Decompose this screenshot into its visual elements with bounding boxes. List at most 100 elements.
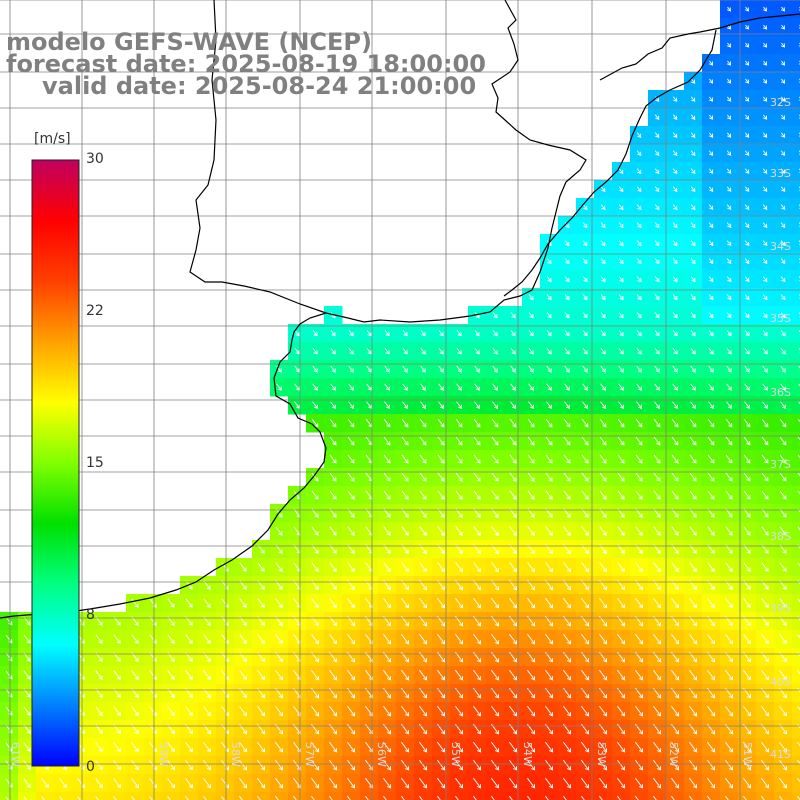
wind-arrow — [545, 526, 553, 537]
wind-arrow — [654, 258, 660, 265]
wind-arrow — [708, 329, 714, 337]
wind-arrow — [780, 60, 786, 66]
wind-arrow — [383, 777, 392, 789]
wind-arrow — [725, 598, 733, 609]
wind-arrow — [348, 383, 354, 391]
wind-arrow — [203, 634, 211, 644]
wind-arrow — [745, 114, 750, 120]
wind-arrow — [709, 114, 714, 120]
wind-arrow — [617, 795, 621, 800]
wind-arrow — [491, 490, 499, 500]
wind-arrow — [599, 418, 607, 428]
wind-arrow — [527, 741, 536, 753]
wind-arrow — [762, 383, 768, 391]
wind-arrow — [690, 401, 696, 409]
wind-arrow — [491, 472, 499, 482]
wind-arrow — [708, 258, 714, 265]
wind-arrow — [582, 222, 588, 229]
wind-arrow — [509, 741, 518, 753]
wind-arrow — [726, 60, 732, 66]
wind-arrow — [582, 329, 588, 337]
wind-arrow — [726, 401, 732, 409]
wind-arrow — [113, 670, 121, 680]
wind-arrow — [509, 472, 517, 482]
field-cell — [792, 54, 800, 73]
wind-arrow — [780, 240, 786, 247]
wind-arrow — [707, 741, 716, 753]
wind-arrow — [473, 562, 481, 573]
wind-arrow — [419, 472, 427, 482]
wind-arrow — [509, 705, 518, 717]
wind-arrow — [420, 347, 426, 355]
wind-arrow — [239, 795, 243, 800]
wind-arrow — [528, 365, 534, 373]
wind-arrow — [689, 436, 697, 446]
wind-arrow — [491, 741, 500, 753]
wind-arrow — [744, 276, 750, 283]
wind-arrow — [455, 741, 464, 753]
wind-arrow — [275, 526, 283, 536]
field-cell — [342, 792, 361, 800]
wind-arrow — [708, 168, 714, 174]
wind-arrow — [474, 365, 480, 373]
wind-arrow — [419, 526, 427, 536]
wind-arrow — [167, 706, 175, 717]
field-cell — [594, 792, 613, 800]
field-cell — [486, 792, 505, 800]
wind-arrow — [725, 418, 733, 428]
wind-arrow — [437, 436, 445, 446]
wind-arrow — [474, 401, 480, 409]
wind-arrow — [618, 258, 624, 265]
wind-arrow — [383, 669, 392, 681]
wind-arrow — [437, 705, 446, 717]
wind-arrow — [690, 78, 696, 84]
wind-arrow — [709, 96, 714, 102]
wind-arrow — [636, 347, 642, 355]
wind-arrow — [563, 562, 571, 573]
wind-arrow — [708, 347, 714, 355]
wind-arrow — [635, 472, 643, 482]
wind-arrow — [761, 759, 770, 771]
wind-arrow — [527, 759, 536, 771]
field-cell — [792, 306, 800, 325]
field-cell — [252, 792, 271, 800]
lon-label: 55W — [449, 742, 462, 767]
wind-arrow — [311, 795, 315, 800]
wind-arrow — [564, 312, 570, 319]
wind-arrow — [312, 401, 318, 409]
wind-arrow — [617, 777, 626, 789]
wind-arrow — [131, 670, 139, 680]
wind-arrow — [402, 347, 408, 355]
wind-arrow — [329, 526, 337, 536]
wind-arrow — [725, 526, 733, 536]
wind-arrow — [762, 186, 768, 192]
wind-arrow — [564, 222, 570, 229]
wind-arrow — [365, 777, 374, 789]
wind-arrow — [762, 347, 768, 355]
wind-arrow — [491, 436, 499, 446]
field-cell — [216, 792, 235, 800]
wind-arrow — [761, 706, 770, 717]
wind-arrow — [474, 329, 480, 337]
wind-arrow — [725, 741, 734, 753]
wind-arrow — [401, 490, 409, 500]
wind-arrow — [113, 706, 121, 717]
wind-arrow — [653, 705, 662, 717]
wind-arrow — [329, 454, 337, 464]
wind-arrow — [797, 454, 800, 459]
wind-arrow — [653, 436, 661, 446]
wind-arrow — [708, 383, 714, 391]
wind-arrow — [257, 795, 261, 800]
wind-arrow — [311, 777, 320, 789]
wind-arrow — [653, 795, 657, 800]
wind-arrow — [744, 347, 750, 355]
wind-arrow — [293, 759, 302, 771]
field-cell — [792, 594, 800, 613]
wind-arrow — [761, 418, 769, 428]
wind-arrow — [780, 329, 786, 337]
wind-arrow — [725, 436, 733, 446]
wind-arrow — [635, 526, 643, 536]
wind-arrow — [654, 401, 660, 409]
wind-arrow — [564, 258, 570, 265]
field-cell — [792, 432, 800, 451]
